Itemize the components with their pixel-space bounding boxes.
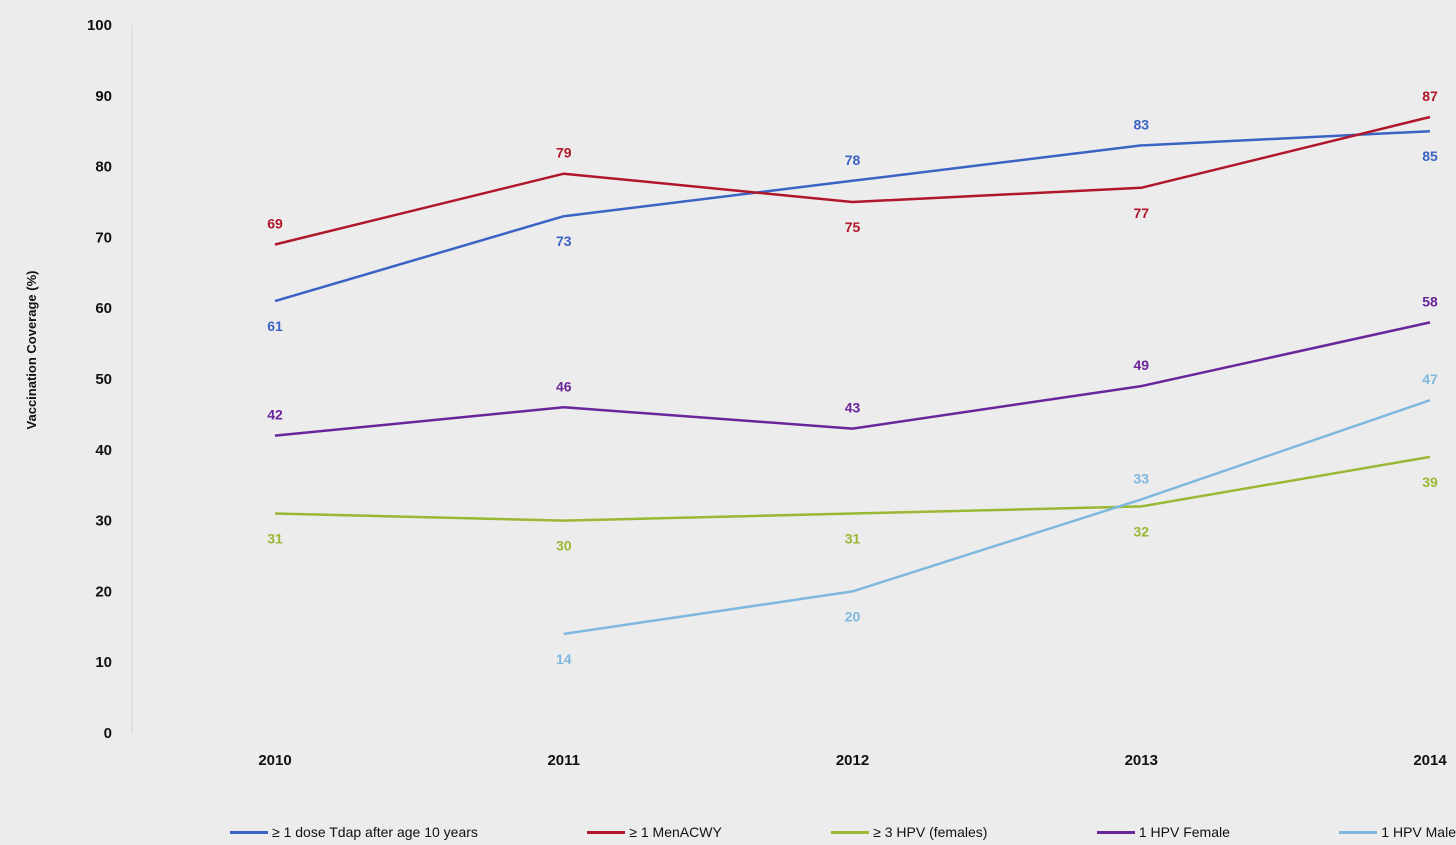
chart-plot-area: 0 10 20 30 40 50 60 70 80 90 100 2010 2011 2012 2013 20… — [24, 17, 1447, 769]
data-label: 49 — [1133, 357, 1149, 373]
legend-label: 1 HPV Male — [1381, 824, 1456, 840]
legend-swatch — [1096, 830, 1135, 834]
y-tick-label: 20 — [95, 583, 112, 600]
data-label: 20 — [845, 608, 861, 624]
data-label: 30 — [556, 538, 572, 554]
legend-swatch — [831, 830, 870, 834]
data-label: 75 — [845, 219, 861, 235]
data-label: 43 — [845, 400, 861, 416]
data-label: 31 — [267, 531, 283, 547]
data-label: 42 — [267, 407, 283, 423]
data-label: 79 — [556, 145, 572, 161]
legend-item: ≥ 3 HPV (females) — [831, 824, 987, 840]
y-tick-label: 10 — [95, 654, 112, 671]
y-tick-label: 60 — [95, 300, 112, 317]
legend-item: ≥ 1 dose Tdap after age 10 years — [230, 824, 478, 840]
x-tick-label: 2012 — [836, 752, 869, 769]
series-line-4 — [274, 321, 1431, 437]
x-tick-label: 2014 — [1413, 752, 1447, 769]
data-label: 39 — [1422, 474, 1438, 490]
data-label: 33 — [1133, 470, 1149, 486]
x-tick-label: 2011 — [547, 752, 580, 769]
y-axis-label: Vaccination Coverage (%) — [24, 271, 39, 430]
y-tick-label: 100 — [87, 17, 112, 34]
y-tick-label: 80 — [95, 159, 112, 176]
data-label: 61 — [267, 318, 283, 334]
legend-swatch — [587, 830, 626, 834]
data-label: 31 — [845, 531, 861, 547]
y-tick-label: 40 — [95, 442, 112, 459]
legend: ≥ 1 dose Tdap after age 10 years ≥ 1 MenA… — [230, 820, 1456, 844]
legend-label: ≥ 1 MenACWY — [629, 824, 722, 840]
y-tick-label: 70 — [95, 229, 112, 246]
series-line-2 — [274, 115, 1431, 246]
y-tick-label: 90 — [95, 88, 112, 105]
data-label: 78 — [845, 152, 861, 168]
data-label: 14 — [556, 651, 572, 667]
data-label: 73 — [556, 233, 572, 249]
legend-swatch — [1339, 830, 1378, 834]
legend-label: 1 HPV Female — [1138, 824, 1230, 840]
data-label: 47 — [1422, 371, 1438, 387]
legend-item: 1 HPV Female — [1096, 824, 1230, 840]
y-tick-label: 0 — [104, 725, 112, 742]
legend-label: ≥ 3 HPV (females) — [873, 824, 988, 840]
series-line-3 — [274, 455, 1431, 522]
series-line-5 — [563, 399, 1431, 636]
data-label: 69 — [267, 215, 283, 231]
data-label: 85 — [1422, 148, 1438, 164]
x-tick-label: 2010 — [258, 752, 291, 769]
y-tick-label: 50 — [95, 371, 112, 388]
legend-item: ≥ 1 MenACWY — [587, 824, 722, 840]
data-label: 83 — [1133, 116, 1149, 132]
legend-label: ≥ 1 dose Tdap after age 10 years — [272, 824, 478, 840]
data-label: 77 — [1133, 205, 1149, 221]
legend-item: 1 HPV Male — [1339, 824, 1456, 840]
series-line-1 — [274, 129, 1431, 303]
x-tick-label: 2013 — [1125, 752, 1158, 769]
data-label: 87 — [1422, 88, 1438, 104]
data-label: 58 — [1422, 293, 1438, 309]
data-label: 46 — [556, 378, 572, 394]
y-tick-label: 30 — [95, 513, 112, 530]
data-label: 32 — [1133, 523, 1149, 539]
legend-swatch — [230, 830, 268, 834]
